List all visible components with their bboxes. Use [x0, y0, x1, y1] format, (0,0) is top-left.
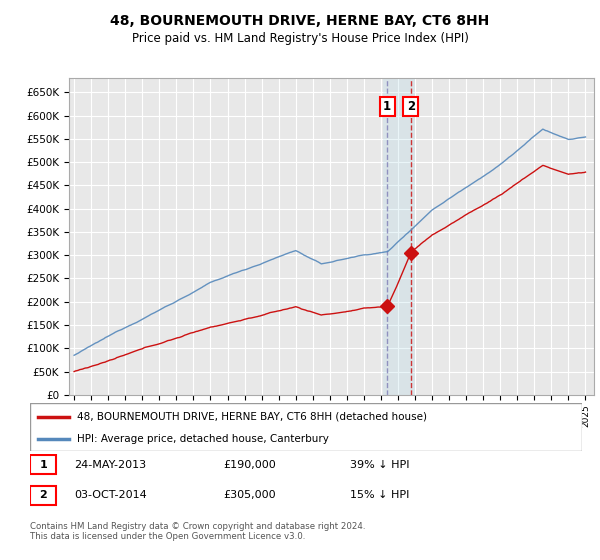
Bar	[30, 455, 56, 474]
Text: 24-MAY-2013: 24-MAY-2013	[74, 460, 146, 469]
Text: 39% ↓ HPI: 39% ↓ HPI	[350, 460, 410, 469]
Text: 1: 1	[40, 460, 47, 469]
Text: Price paid vs. HM Land Registry's House Price Index (HPI): Price paid vs. HM Land Registry's House …	[131, 32, 469, 45]
Text: Contains HM Land Registry data © Crown copyright and database right 2024.
This d: Contains HM Land Registry data © Crown c…	[30, 522, 365, 542]
Text: £190,000: £190,000	[223, 460, 276, 469]
Text: 1: 1	[383, 100, 391, 113]
Text: 48, BOURNEMOUTH DRIVE, HERNE BAY, CT6 8HH: 48, BOURNEMOUTH DRIVE, HERNE BAY, CT6 8H…	[110, 14, 490, 28]
Text: £305,000: £305,000	[223, 491, 276, 501]
Bar	[383, 78, 415, 395]
Text: HPI: Average price, detached house, Canterbury: HPI: Average price, detached house, Cant…	[77, 434, 329, 444]
Bar	[30, 486, 56, 505]
Text: 48, BOURNEMOUTH DRIVE, HERNE BAY, CT6 8HH (detached house): 48, BOURNEMOUTH DRIVE, HERNE BAY, CT6 8H…	[77, 412, 427, 422]
Text: 2: 2	[407, 100, 415, 113]
Text: 15% ↓ HPI: 15% ↓ HPI	[350, 491, 410, 501]
Text: 03-OCT-2014: 03-OCT-2014	[74, 491, 147, 501]
Text: 2: 2	[40, 491, 47, 501]
